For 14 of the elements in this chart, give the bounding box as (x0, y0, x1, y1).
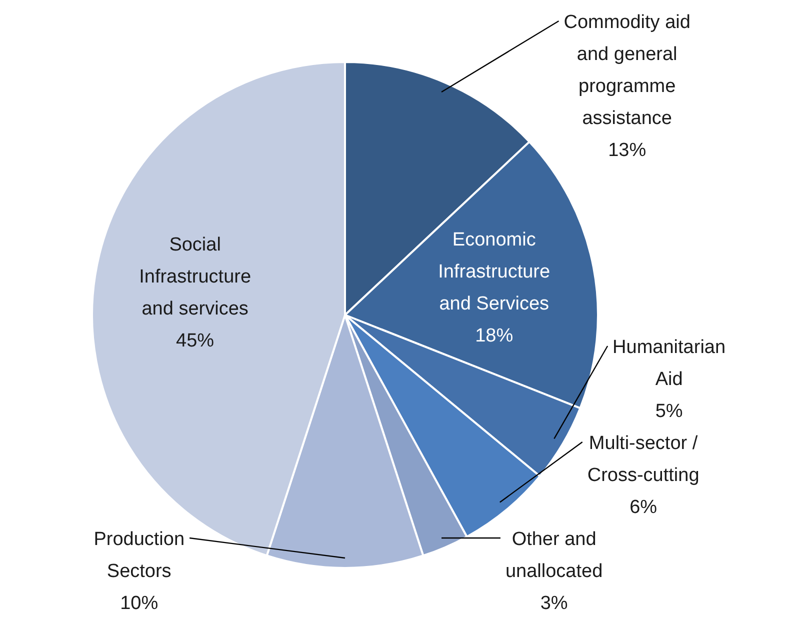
data-label: 45% (176, 330, 214, 352)
slice-label: Multi-sector / Cross-cutting (587, 433, 700, 486)
slice-label: Social Infrastructure and services (139, 234, 252, 320)
data-label: 3% (540, 593, 568, 614)
data-label: 18% (475, 326, 514, 347)
slice-label: Production Sectors (94, 529, 185, 582)
slice-label: Economic Infrastructure and Services (438, 230, 550, 315)
slice-label: Humanitarian Aid (612, 337, 726, 390)
data-label: 13% (608, 140, 646, 161)
data-label: 10% (120, 593, 158, 614)
slice-label: Other and unallocated (505, 529, 603, 582)
data-label: 5% (655, 401, 683, 422)
slice-label: Commodity aid and general programme assistance (564, 12, 690, 129)
data-label: 6% (630, 497, 658, 518)
